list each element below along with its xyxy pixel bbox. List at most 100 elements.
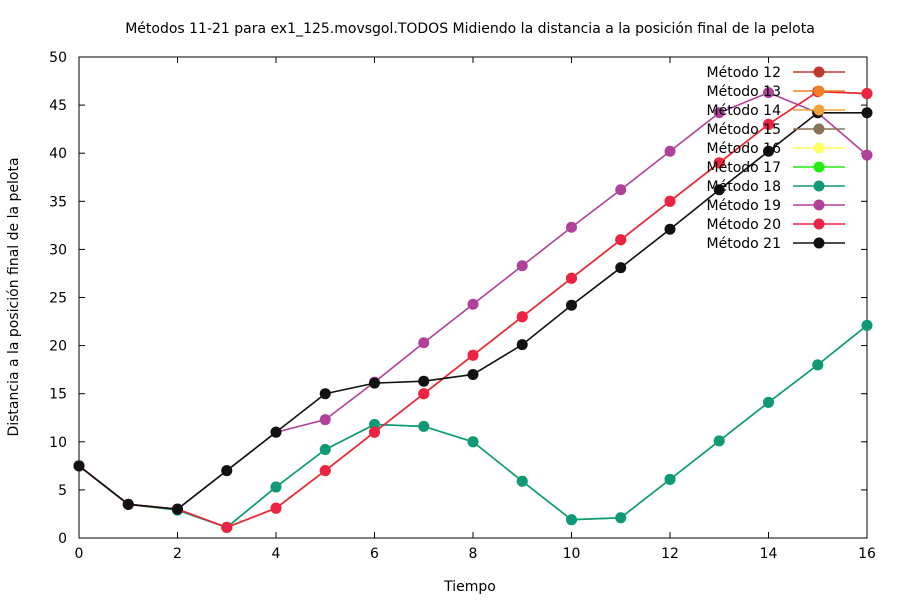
data-point bbox=[713, 157, 725, 169]
legend-swatch-marker bbox=[813, 218, 825, 230]
data-point bbox=[861, 319, 873, 331]
data-point bbox=[763, 118, 774, 130]
y-tick-label: 50 bbox=[49, 50, 67, 66]
data-point bbox=[664, 473, 676, 485]
legend: Método 12 Método 13 Método 14 Método 15 Méto… bbox=[707, 65, 845, 252]
data-point bbox=[763, 87, 774, 99]
data-point bbox=[713, 184, 725, 196]
x-tick-label: 0 bbox=[75, 546, 84, 562]
legend-swatch-marker bbox=[813, 142, 825, 154]
x-tick-label: 6 bbox=[370, 546, 379, 562]
data-point bbox=[812, 359, 824, 371]
data-point bbox=[418, 375, 430, 387]
data-point bbox=[122, 498, 134, 510]
y-tick-label: 5 bbox=[58, 483, 67, 499]
y-tick-label: 40 bbox=[49, 146, 67, 162]
data-point bbox=[615, 234, 627, 246]
y-tick-label: 10 bbox=[49, 435, 67, 451]
data-point bbox=[713, 107, 725, 119]
data-point bbox=[763, 396, 774, 408]
data-point bbox=[615, 184, 627, 196]
data-point bbox=[418, 388, 430, 400]
x-tick-label: 8 bbox=[469, 546, 478, 562]
x-tick-label: 4 bbox=[272, 546, 281, 562]
legend-swatch-marker bbox=[813, 199, 825, 211]
data-point bbox=[516, 260, 528, 272]
y-tick-label: 45 bbox=[49, 98, 67, 114]
data-point bbox=[516, 475, 528, 487]
data-point bbox=[467, 436, 479, 448]
series-layer bbox=[73, 86, 873, 533]
data-point bbox=[467, 349, 479, 361]
legend-swatch-marker bbox=[813, 66, 825, 78]
legend-label: Método 16 bbox=[707, 141, 782, 157]
data-point bbox=[418, 420, 430, 432]
legend-label: Método 12 bbox=[707, 65, 781, 81]
data-point bbox=[664, 223, 676, 235]
data-point bbox=[369, 418, 380, 430]
data-point bbox=[221, 465, 233, 477]
x-tick-label: 12 bbox=[661, 546, 679, 562]
data-point bbox=[467, 368, 479, 380]
data-point bbox=[615, 262, 627, 274]
data-point bbox=[369, 426, 380, 438]
chart-title: Métodos 11-21 para ex1_125.movsgol.TODOS… bbox=[125, 21, 815, 37]
data-point bbox=[516, 339, 528, 351]
y-tick-label: 25 bbox=[49, 291, 67, 307]
data-point bbox=[221, 521, 233, 533]
data-point bbox=[319, 388, 331, 400]
data-point bbox=[566, 514, 577, 526]
legend-swatch-marker bbox=[813, 237, 825, 249]
data-point bbox=[615, 512, 627, 524]
data-point bbox=[763, 145, 774, 157]
legend-label: Método 15 bbox=[707, 122, 781, 138]
data-point bbox=[861, 88, 873, 100]
axis-ticks: 0 2 4 6 8 10 12 14 16 0 5 10 15 20 25 30 35 40 45 50 bbox=[49, 50, 876, 562]
data-point bbox=[566, 299, 577, 311]
x-tick-label: 2 bbox=[173, 546, 182, 562]
y-tick-label: 0 bbox=[58, 531, 67, 547]
data-point bbox=[664, 145, 676, 157]
legend-label: Método 13 bbox=[707, 84, 781, 100]
legend-item: Método 17 bbox=[707, 160, 845, 176]
data-point bbox=[270, 481, 282, 493]
legend-item: Método 19 bbox=[707, 198, 845, 214]
legend-item: Método 14 bbox=[707, 103, 845, 119]
x-tick-label: 14 bbox=[760, 546, 778, 562]
series-21 bbox=[73, 107, 873, 515]
legend-item: Método 16 bbox=[707, 141, 845, 157]
y-tick-label: 20 bbox=[49, 339, 67, 355]
data-point bbox=[319, 443, 331, 455]
data-point bbox=[270, 502, 282, 514]
legend-label: Método 17 bbox=[707, 160, 781, 176]
x-tick-label: 10 bbox=[563, 546, 581, 562]
data-point bbox=[418, 337, 430, 349]
legend-swatch-marker bbox=[813, 104, 825, 116]
data-point bbox=[319, 414, 331, 426]
y-tick-label: 15 bbox=[49, 387, 67, 403]
legend-label: Método 14 bbox=[707, 103, 782, 119]
legend-item: Método 21 bbox=[707, 236, 845, 252]
legend-item: Método 15 bbox=[707, 122, 845, 138]
legend-item: Método 18 bbox=[707, 179, 845, 195]
legend-label: Método 20 bbox=[707, 217, 781, 233]
y-axis-label: Distancia a la posición final de la pelo… bbox=[6, 157, 22, 436]
data-point bbox=[566, 221, 577, 233]
legend-item: Método 12 bbox=[707, 65, 845, 81]
legend-swatch-marker bbox=[813, 161, 825, 173]
x-axis-label: Tiempo bbox=[443, 579, 496, 595]
y-tick-label: 35 bbox=[49, 194, 67, 210]
data-point bbox=[861, 149, 873, 161]
data-point bbox=[369, 377, 380, 389]
legend-label: Método 18 bbox=[707, 179, 781, 195]
data-point bbox=[270, 426, 282, 438]
legend-label: Método 19 bbox=[707, 198, 781, 214]
legend-item: Método 13 bbox=[707, 84, 845, 100]
legend-label: Método 21 bbox=[707, 236, 781, 252]
data-point bbox=[566, 272, 577, 284]
x-tick-label: 16 bbox=[858, 546, 876, 562]
data-point bbox=[713, 435, 725, 447]
legend-swatch-marker bbox=[813, 123, 825, 135]
data-point bbox=[319, 465, 331, 477]
